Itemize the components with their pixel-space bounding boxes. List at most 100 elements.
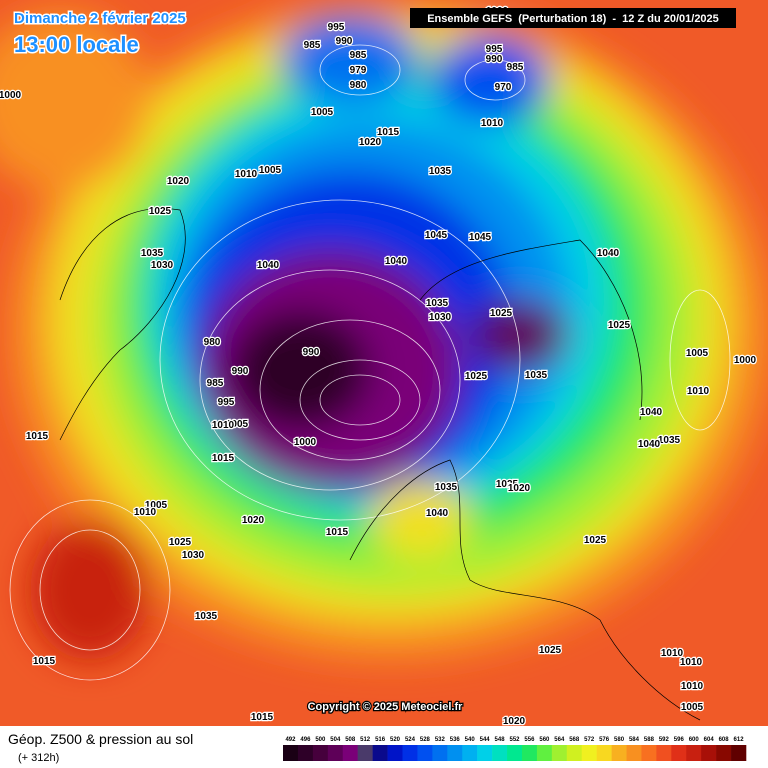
isobar-label: 970 [495, 82, 512, 93]
colorbar-swatch [656, 745, 672, 761]
colorbar-label: 600 [689, 737, 700, 743]
colorbar-label: 516 [375, 737, 386, 743]
colorbar-swatch [297, 745, 314, 761]
isobar-label: 1045 [425, 230, 448, 241]
colorbar-label: 524 [405, 737, 416, 743]
isobar-label: 1010 [134, 507, 157, 518]
colorbar-swatch [731, 745, 747, 761]
colorbar-swatch [492, 745, 508, 761]
colorbar-label: 492 [285, 737, 296, 743]
isobar-label: 1040 [640, 407, 663, 418]
colorbar: 492 496 500 504 508 512 516 520 524 528 532 536 540 5… [283, 737, 747, 761]
colorbar-label: 532 [435, 737, 446, 743]
colorbar-label: 560 [539, 737, 550, 743]
colorbar-swatch [342, 745, 358, 761]
isobar-label: 985 [304, 40, 321, 51]
colorbar-label: 604 [704, 737, 715, 743]
colorbar-swatch [641, 745, 657, 761]
isobar-label: 1015 [326, 527, 349, 538]
colorbar-swatch [521, 745, 538, 761]
isobar-label: 1030 [182, 550, 205, 561]
time-title: 13:00 locale [14, 32, 139, 57]
colorbar-label: 504 [330, 737, 341, 743]
isobar-label: 1005 [145, 500, 168, 511]
isobar-label: 1025 [169, 537, 192, 548]
isobar-label: 1025 [490, 308, 513, 319]
colorbar-swatch [432, 745, 448, 761]
colorbar-swatch [357, 745, 373, 761]
isobar-label: 1035 [525, 370, 548, 381]
isobar-label: 985 [350, 50, 367, 61]
colorbar-swatch [312, 745, 329, 761]
isobar-label: 1025 [149, 206, 172, 217]
isobar-label: 1040 [597, 248, 620, 259]
isobar-label: 1015 [212, 453, 235, 464]
isobar-label: 1025 [539, 645, 562, 656]
colorbar-label: 512 [360, 737, 371, 743]
colorbar-label: 496 [300, 737, 311, 743]
colorbar-label: 612 [734, 737, 745, 743]
isobar-label: 1040 [385, 256, 408, 267]
isobar-label: 1040 [426, 508, 449, 519]
colorbar-swatch [507, 745, 523, 761]
isobar-label: 1035 [141, 248, 164, 259]
isobar-label: 1025 [584, 535, 607, 546]
isobar-label: 1025 [496, 479, 519, 490]
colorbar-label: 528 [420, 737, 431, 743]
isobar-label: 1015 [26, 431, 49, 442]
date-title: Dimanche 2 février 2025 [14, 10, 186, 27]
colorbar-swatch [716, 745, 732, 761]
colorbar-swatch [596, 745, 612, 761]
colorbar-label: 596 [674, 737, 685, 743]
isobar-label: 1000 [734, 355, 757, 366]
isobar-label: 995 [486, 44, 503, 55]
colorbar-label: 608 [719, 737, 730, 743]
isobar-label: 1035 [435, 482, 458, 493]
colorbar-label: 564 [554, 737, 565, 743]
colorbar-swatch [462, 745, 478, 761]
colorbar-label: 544 [480, 737, 491, 743]
isobar-label: 985 [207, 378, 224, 389]
colorbar-swatch [566, 745, 583, 761]
footer-lead: (+ 312h) [18, 752, 59, 764]
isobar-label: 1010 [661, 648, 684, 659]
colorbar-label: 508 [345, 737, 356, 743]
isobar-label: 1005 [259, 165, 282, 176]
isobar-label: 1045 [469, 232, 492, 243]
field: 995 990 985 985 979 980 1005 1000 995 99… [0, 0, 768, 726]
isobar-label: 990 [232, 366, 249, 377]
isobar-label: 1035 [426, 298, 449, 309]
isobar-label: 995 [218, 397, 235, 408]
isobar-label: 1005 [226, 419, 249, 430]
colorbar-swatch [701, 745, 717, 761]
colorbar-label: 568 [569, 737, 580, 743]
isobar-label: 985 [507, 62, 524, 73]
isobar-label: 1010 [687, 386, 710, 397]
colorbar-label: 572 [584, 737, 595, 743]
isobar-label: 1015 [251, 712, 274, 723]
isobar-label: 1010 [235, 169, 258, 180]
isobar-label: 1015 [377, 127, 400, 138]
isobar-label: 1030 [429, 312, 452, 323]
run-info: Ensemble GEFS (Perturbation 18) - 12 Z d… [427, 13, 719, 25]
isobar-label: 1000 [0, 90, 22, 101]
colorbar-swatch [283, 745, 299, 761]
isobar-label: 1020 [359, 137, 382, 148]
isobar-label: 1005 [681, 702, 704, 713]
isobar-label: 1010 [212, 420, 235, 431]
colorbar-swatch [402, 745, 418, 761]
colorbar-swatch [611, 745, 627, 761]
footer-title: Géop. Z500 & pression au sol [8, 731, 193, 747]
isobar-label: 990 [486, 54, 503, 65]
colorbar-swatch [417, 745, 433, 761]
isobar-labels: 995 990 985 985 979 980 1005 1000 995 99… [0, 5, 758, 726]
isobar-label: 990 [303, 347, 320, 358]
isobar-label: 979 [350, 65, 367, 76]
isobar-label: 980 [350, 80, 367, 91]
isobar-label: 1010 [681, 681, 704, 692]
isobar-label: 1025 [608, 320, 631, 331]
colorbar-label: 520 [390, 737, 401, 743]
colorbar-swatch [551, 745, 568, 761]
colorbar-swatch [671, 745, 687, 761]
